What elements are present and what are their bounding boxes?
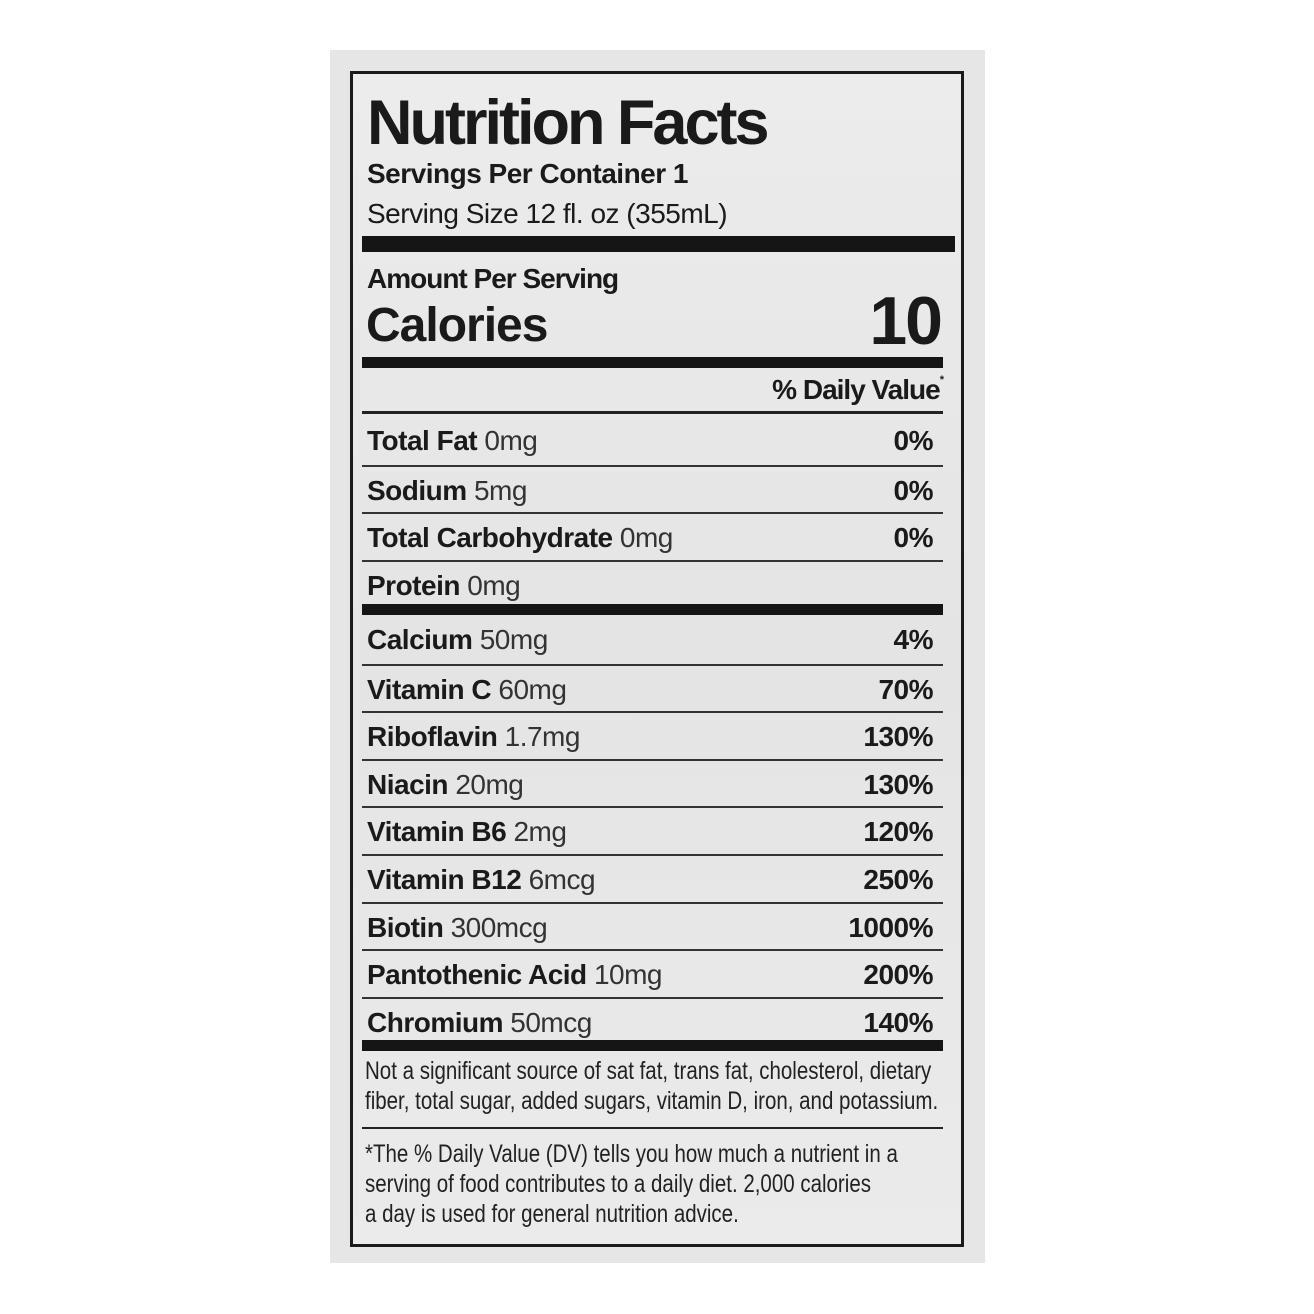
nutrient-amount: 6mcg	[528, 864, 596, 895]
nutrient-row: Vitamin B6 2mg 120%	[362, 806, 943, 855]
nutrient-label: Riboflavin	[367, 721, 498, 753]
nutrient-label: Calcium	[367, 624, 473, 655]
nutrient-amount: 5mg	[473, 474, 527, 506]
daily-value-percent: 130%	[863, 768, 933, 800]
not-significant-note: Not a significant source of sat fat, tra…	[365, 1056, 938, 1116]
footnote-line: Not a significant source of sat fat, tra…	[365, 1057, 932, 1085]
footnote-line: *The % Daily Value (DV) tells you how mu…	[365, 1140, 898, 1168]
nutrient-amount: 1.7mg	[504, 721, 581, 753]
daily-value-percent: 200%	[863, 959, 933, 991]
daily-value-percent: 4%	[893, 624, 934, 655]
nutrient-row: Total Fat 0mg 0%	[362, 417, 943, 464]
asterisk: *	[939, 374, 944, 386]
nutrient-name: Vitamin B12 6mcg	[367, 864, 596, 896]
daily-value-header-text: % Daily Value	[772, 374, 941, 405]
nutrient-row: Sodium 5mg 0%	[362, 464, 943, 514]
nutrient-name: Vitamin C 60mg	[367, 673, 567, 706]
nutrient-name: Chromium 50mcg	[367, 1007, 592, 1039]
nutrient-name: Calcium 50mg	[367, 624, 548, 656]
thick-divider	[362, 236, 955, 252]
nutrient-name: Pantothenic Acid 10mg	[367, 959, 662, 991]
daily-value-percent: 0%	[893, 425, 934, 456]
nutrient-name: Sodium 5mg	[367, 475, 527, 507]
nutrient-row: Vitamin B12 6mcg 250%	[362, 854, 943, 903]
nutrient-name: Total Fat 0mg	[367, 425, 538, 457]
nutrient-row: Calcium 50mg 4%	[362, 616, 943, 663]
nutrient-label: Total Carbohydrate	[367, 522, 613, 553]
serving-size: Serving Size 12 fl. oz (355mL)	[367, 198, 728, 229]
nutrient-amount: 50mcg	[510, 1006, 592, 1038]
thick-divider	[362, 604, 943, 615]
nutrient-label: Vitamin B12	[367, 864, 522, 895]
nutrient-row: Riboflavin 1.7mg 130%	[362, 711, 943, 760]
nutrient-name: Biotin 300mcg	[367, 911, 548, 944]
footnote-line: fiber, total sugar, added sugars, vitami…	[365, 1087, 939, 1115]
nutrient-amount: 0mg	[467, 569, 521, 601]
nutrient-row: Niacin 20mg 130%	[362, 758, 943, 808]
nutrient-label: Niacin	[367, 768, 449, 800]
calories-label: Calories	[366, 299, 548, 352]
thick-divider	[362, 357, 943, 368]
nutrient-name: Vitamin B6 2mg	[367, 816, 567, 848]
nutrient-amount: 60mg	[498, 673, 567, 705]
nutrient-row: Protein 0mg	[362, 559, 943, 609]
divider	[362, 1127, 943, 1129]
nutrient-label: Chromium	[367, 1006, 504, 1038]
daily-value-percent: 140%	[863, 1006, 933, 1038]
daily-value-percent: 0%	[893, 522, 934, 553]
nutrient-amount: 2mg	[513, 816, 567, 848]
nutrient-row: Chromium 50mcg 140%	[362, 996, 943, 1046]
label-title: Nutrition Facts	[367, 88, 770, 158]
daily-value-percent: 0%	[893, 474, 934, 506]
nutrient-row: Pantothenic Acid 10mg 200%	[362, 949, 943, 998]
nutrient-label: Pantothenic Acid	[367, 959, 587, 991]
calories-value: 10	[869, 283, 943, 359]
nutrient-amount: 10mg	[593, 959, 663, 991]
nutrient-name: Niacin 20mg	[367, 768, 524, 801]
nutrient-amount: 0mg	[619, 522, 673, 553]
footnote-line: serving of food contributes to a daily d…	[365, 1170, 871, 1198]
nutrient-amount: 0mg	[484, 425, 538, 456]
nutrient-label: Total Fat	[367, 425, 478, 456]
nutrient-amount: 20mg	[455, 768, 524, 800]
thick-divider	[362, 1040, 943, 1051]
nutrient-label: Biotin	[367, 911, 444, 943]
footnote-line: a day is used for general nutrition advi…	[365, 1200, 739, 1228]
nutrient-row: Vitamin C 60mg 70%	[362, 663, 943, 713]
nutrient-amount: 50mg	[479, 624, 549, 655]
daily-value-note: *The % Daily Value (DV) tells you how mu…	[365, 1139, 898, 1229]
nutrient-row: Biotin 300mcg 1000%	[362, 901, 943, 951]
nutrient-row: Total Carbohydrate 0mg 0%	[362, 512, 943, 561]
nutrient-label: Vitamin B6	[367, 816, 507, 848]
nutrition-facts-label: Nutrition Facts Servings Per Container 1…	[350, 71, 964, 1247]
nutrient-amount: 300mcg	[450, 911, 548, 943]
nutrient-name: Protein 0mg	[367, 569, 521, 602]
nutrient-label: Protein	[367, 569, 460, 601]
nutrient-label: Sodium	[367, 474, 467, 506]
daily-value-percent: 130%	[863, 721, 933, 753]
daily-value-percent: 70%	[878, 673, 933, 705]
daily-value-percent: 1000%	[848, 911, 933, 943]
nutrient-name: Total Carbohydrate 0mg	[367, 522, 673, 554]
daily-value-percent: 120%	[863, 816, 933, 848]
divider	[362, 411, 943, 414]
nutrient-label: Vitamin C	[367, 673, 492, 705]
daily-value-header: % Daily Value*	[772, 374, 944, 406]
servings-per-container: Servings Per Container 1	[367, 158, 689, 189]
amount-per-serving: Amount Per Serving	[367, 263, 619, 294]
nutrient-name: Riboflavin 1.7mg	[367, 721, 580, 753]
daily-value-percent: 250%	[863, 864, 933, 895]
